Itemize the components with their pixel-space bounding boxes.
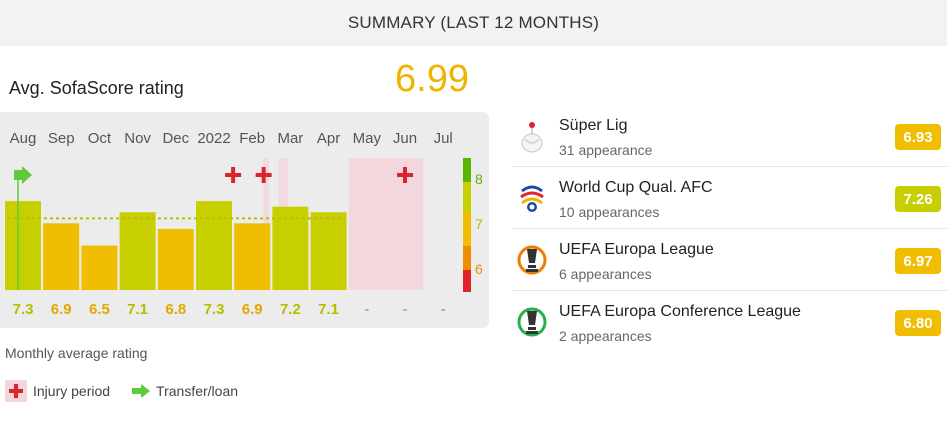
month-tick-label: May — [353, 130, 382, 147]
competition-row-world-cup-qual-afc[interactable]: World Cup Qual. AFC 10 appearances 7.26 — [512, 167, 947, 229]
month-tick-label: Apr — [317, 130, 340, 147]
monthly-average-label: Monthly average rating — [5, 345, 148, 361]
rating-scale-segment — [463, 182, 471, 212]
legend-injury: Injury period — [5, 380, 110, 402]
avg-rating-value: 6.99 — [395, 58, 469, 100]
injury-cross-icon — [5, 380, 27, 402]
month-tick-label: Nov — [124, 130, 151, 147]
uefa-europa-league-logo-icon — [516, 243, 548, 277]
competition-appearances: 2 appearances — [559, 328, 652, 344]
legend-injury-label: Injury period — [33, 383, 111, 399]
injury-cross-icon — [225, 173, 242, 177]
monthly-rating-chart: Aug Sep Oct Nov Dec 2022 Feb Mar Apr May Jun Jul 7.3… — [5, 130, 483, 318]
value-label: 7.2 — [280, 301, 301, 318]
rating-bar — [234, 223, 271, 290]
competition-list: Süper Lig 31 appearance 6.93 World Cup Q… — [512, 105, 947, 353]
month-tick-label: Jul — [434, 130, 453, 147]
month-tick-label: Feb — [239, 130, 265, 147]
rating-scale-segment — [463, 246, 471, 270]
injury-cross-icon — [397, 173, 413, 177]
month-tick-label: Mar — [277, 130, 303, 147]
transfer-arrow-icon — [14, 166, 32, 184]
month-tick-label: Jun — [393, 130, 417, 147]
value-label: 6.5 — [89, 301, 110, 318]
rating-scale-label: 8 — [475, 171, 483, 187]
summary-title: SUMMARY (LAST 12 MONTHS) — [347, 13, 600, 32]
rating-scale-label: 6 — [475, 261, 483, 277]
transfer-arrow-icon — [132, 384, 151, 398]
value-label: 6.9 — [51, 301, 72, 318]
world-cup-qual-afc-logo-icon — [516, 181, 548, 215]
month-tick-label: 2022 — [197, 130, 230, 147]
injury-cross-icon — [255, 173, 272, 177]
uefa-europa-conference-league-logo-icon — [516, 305, 548, 339]
competition-rating-badge: 7.26 — [895, 186, 941, 212]
competition-name: World Cup Qual. AFC — [559, 179, 713, 196]
rating-bar — [196, 201, 232, 290]
competition-rating-badge: 6.80 — [895, 310, 941, 336]
competition-row-super-lig[interactable]: Süper Lig 31 appearance 6.93 — [512, 105, 947, 167]
rating-bar — [272, 206, 309, 290]
competition-name: UEFA Europa League — [559, 241, 714, 258]
competition-appearances: 6 appearances — [559, 266, 652, 282]
value-label: - — [403, 301, 408, 318]
rating-bar — [119, 212, 156, 290]
rating-scale-segment — [463, 158, 471, 182]
value-label: 7.1 — [127, 301, 148, 318]
competition-row-uefa-europa-conference-league[interactable]: UEFA Europa Conference League 2 appearan… — [512, 291, 947, 353]
super-lig-logo-icon — [516, 119, 548, 153]
month-tick-label: Aug — [10, 130, 37, 147]
rating-scale-segment — [463, 212, 471, 246]
summary-header: SUMMARY (LAST 12 MONTHS) — [0, 0, 947, 46]
rating-bar — [5, 201, 41, 290]
value-label: 6.9 — [242, 301, 263, 318]
rating-scale-segment — [463, 270, 471, 292]
value-label: 7.3 — [13, 301, 34, 318]
value-label: 7.1 — [318, 301, 339, 318]
month-tick-label: Sep — [48, 130, 75, 147]
competition-name: Süper Lig — [559, 117, 628, 134]
rating-bar — [81, 245, 118, 290]
value-label: 6.8 — [165, 301, 186, 318]
legend-transfer-label: Transfer/loan — [156, 383, 239, 399]
value-label: 7.3 — [204, 301, 225, 318]
chart-legend: Injury period Transfer/loan — [5, 380, 260, 402]
month-tick-label: Oct — [88, 130, 112, 147]
rating-bar — [43, 223, 80, 290]
value-label: - — [364, 301, 369, 318]
value-label: - — [441, 301, 446, 318]
competition-appearances: 10 appearances — [559, 204, 660, 220]
competition-rating-badge: 6.97 — [895, 248, 941, 274]
legend-transfer: Transfer/loan — [132, 383, 238, 399]
competition-rating-badge: 6.93 — [895, 124, 941, 150]
rating-bar — [310, 212, 347, 290]
competition-row-uefa-europa-league[interactable]: UEFA Europa League 6 appearances 6.97 — [512, 229, 947, 291]
rating-bar — [157, 228, 194, 290]
avg-rating-label: Avg. SofaScore rating — [9, 78, 184, 98]
competition-name: UEFA Europa Conference League — [559, 303, 801, 320]
month-tick-label: Dec — [162, 130, 189, 147]
competition-appearances: 31 appearance — [559, 142, 653, 158]
rating-scale-label: 7 — [475, 216, 483, 232]
injury-period-band — [348, 158, 424, 290]
